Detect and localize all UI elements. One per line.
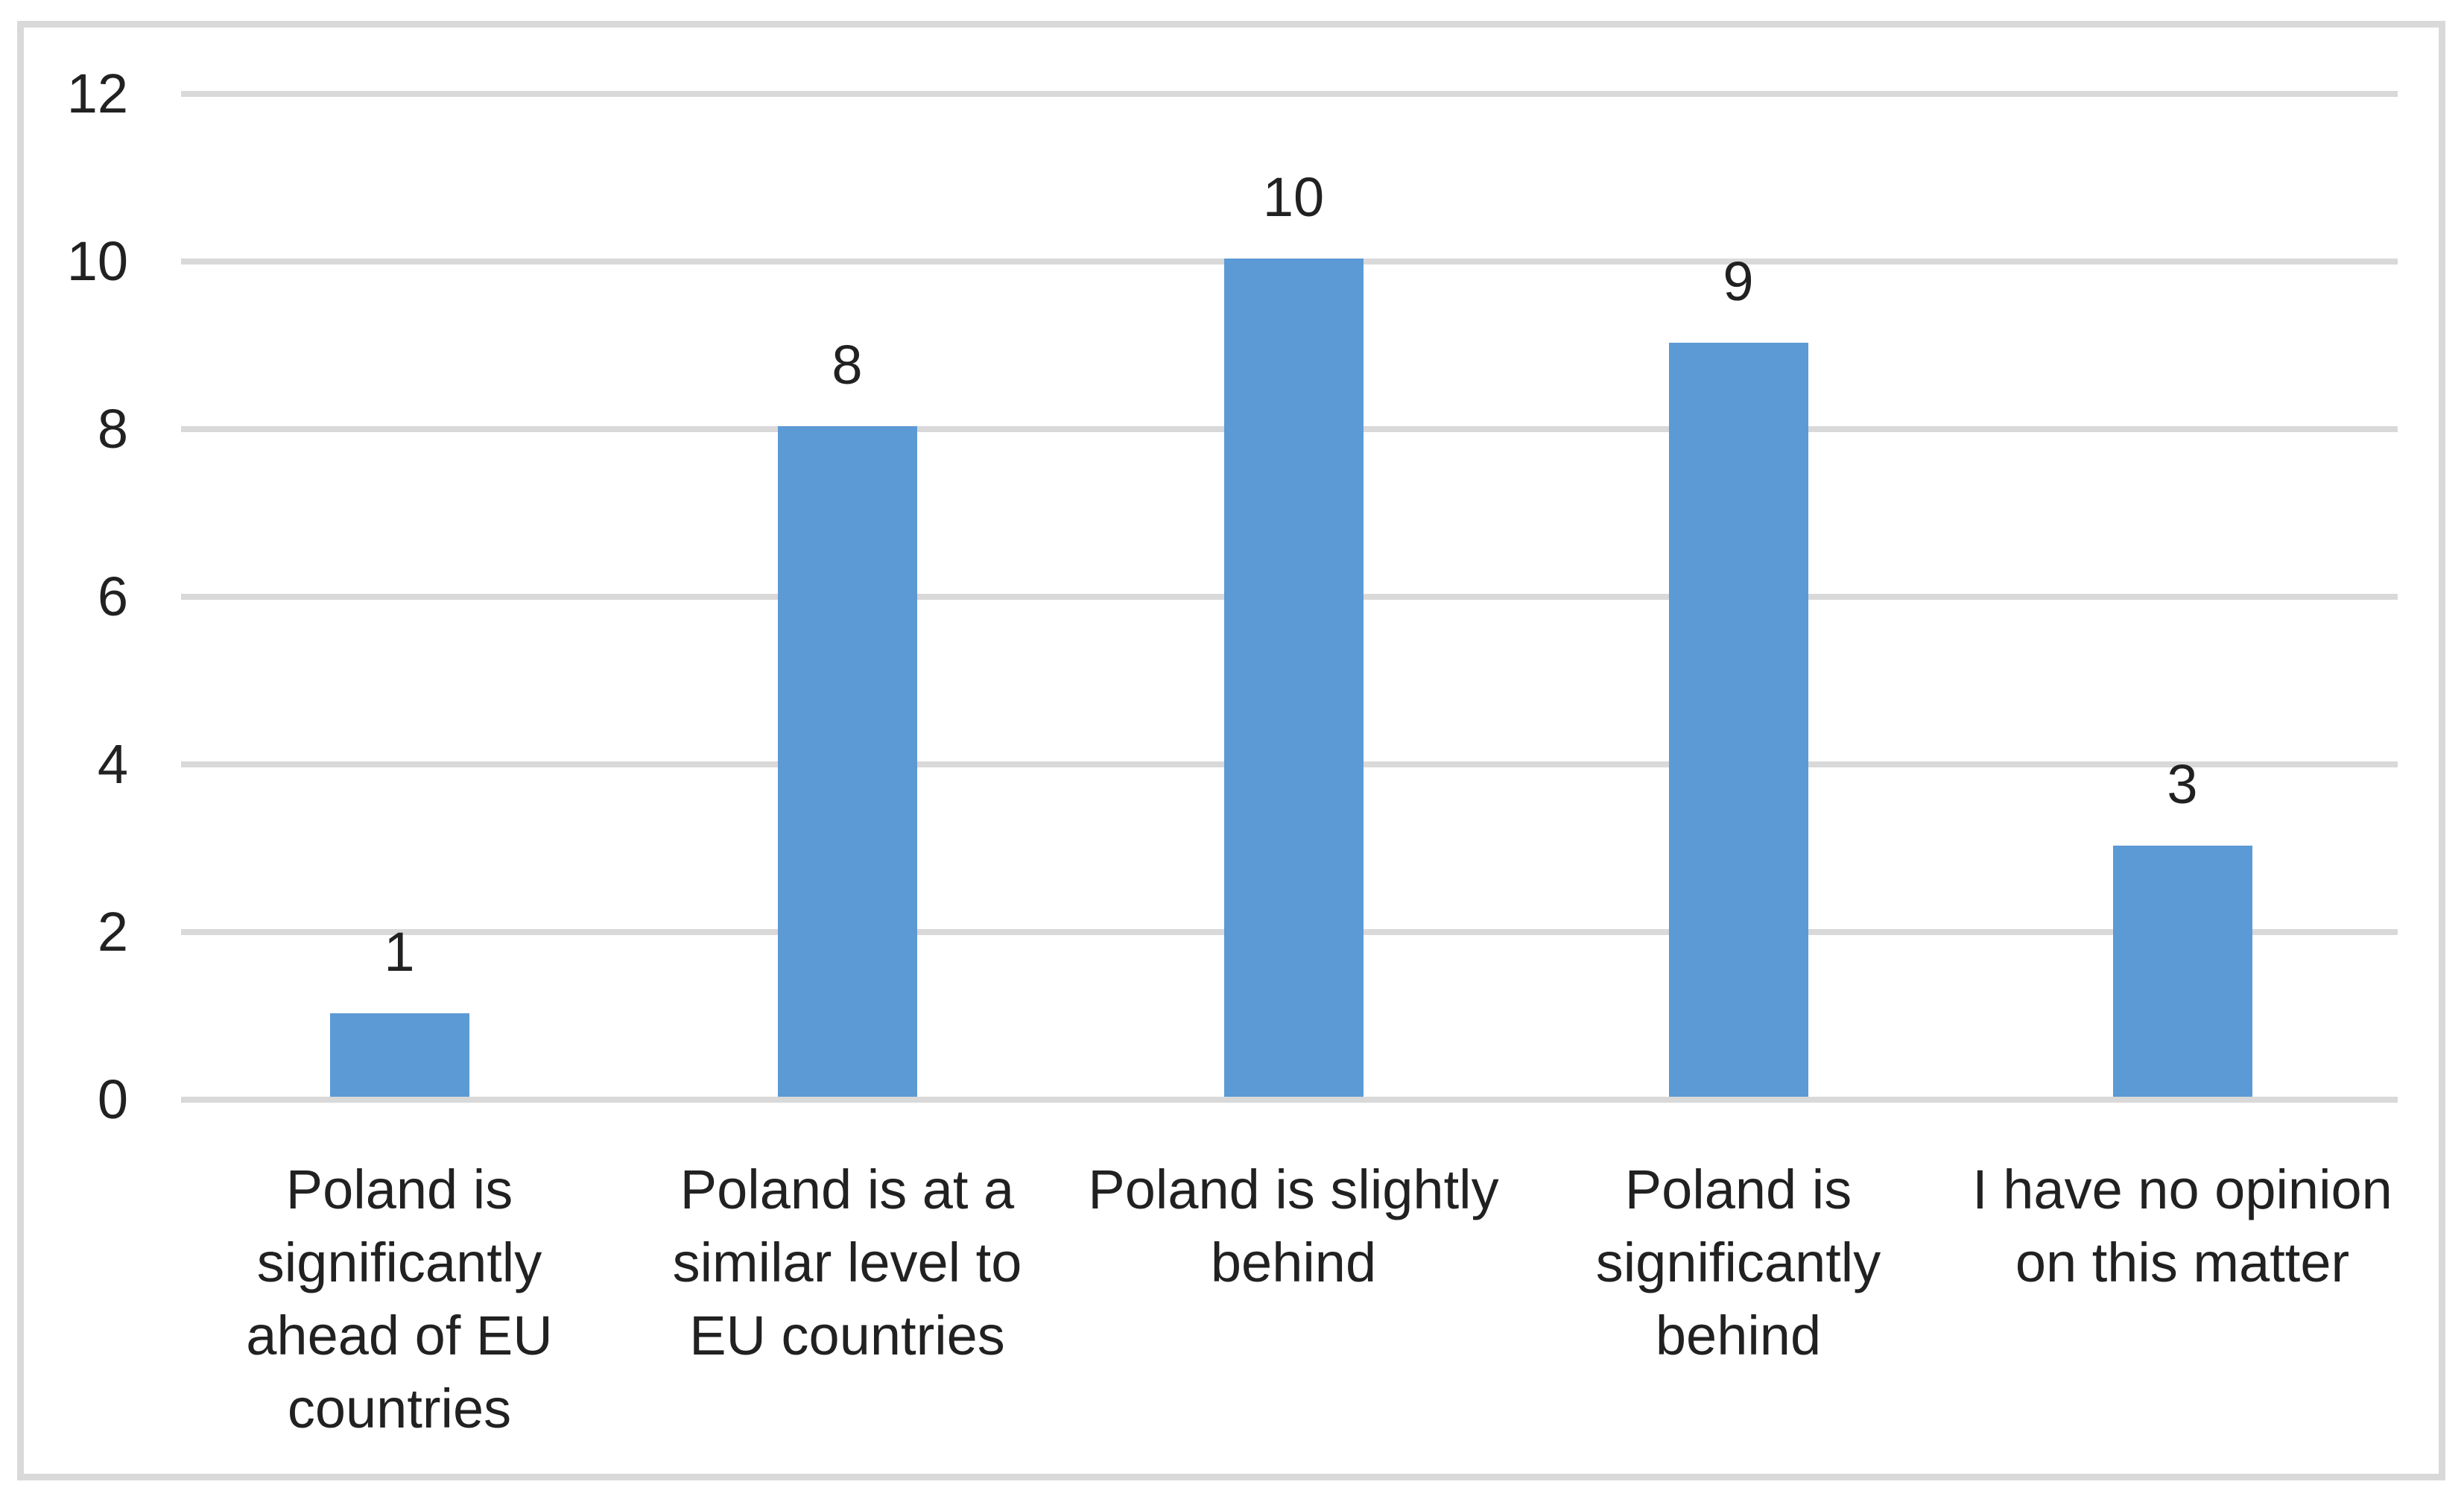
x-axis-category-label: Poland is significantly behind [1595, 1159, 1881, 1366]
y-axis-tick-label: 6 [97, 566, 128, 627]
bar-value-label: 1 [384, 920, 415, 983]
bar-3 [1223, 259, 1364, 1097]
bar-value-label: 3 [2167, 753, 2198, 815]
gridline-y12 [181, 91, 2398, 97]
gridline-y0 [181, 1097, 2398, 1103]
y-axis-tick-label: 8 [97, 398, 128, 460]
y-axis-tick-label: 12 [66, 63, 128, 124]
x-axis-category-label: Poland is slightly behind [1088, 1159, 1499, 1293]
x-axis-category-label: Poland is significantly ahead of EU coun… [246, 1159, 553, 1439]
x-axis-category-label: I have no opinion on this matter [1972, 1159, 2392, 1293]
y-axis-tick-label: 10 [66, 230, 128, 292]
bar-1 [329, 1013, 469, 1097]
x-axis-category-label: Poland is at a similar level to EU count… [672, 1159, 1022, 1366]
y-axis-tick-label: 4 [97, 733, 128, 795]
y-axis-tick-label: 0 [97, 1068, 128, 1130]
bar-value-label: 8 [832, 334, 863, 396]
bar-value-label: 9 [1723, 250, 1754, 312]
y-axis-tick-label: 2 [97, 901, 128, 963]
bar-value-label: 10 [1262, 166, 1325, 228]
bar-4 [1668, 342, 1808, 1097]
bar-2 [777, 426, 917, 1097]
bar-5 [2112, 845, 2252, 1097]
